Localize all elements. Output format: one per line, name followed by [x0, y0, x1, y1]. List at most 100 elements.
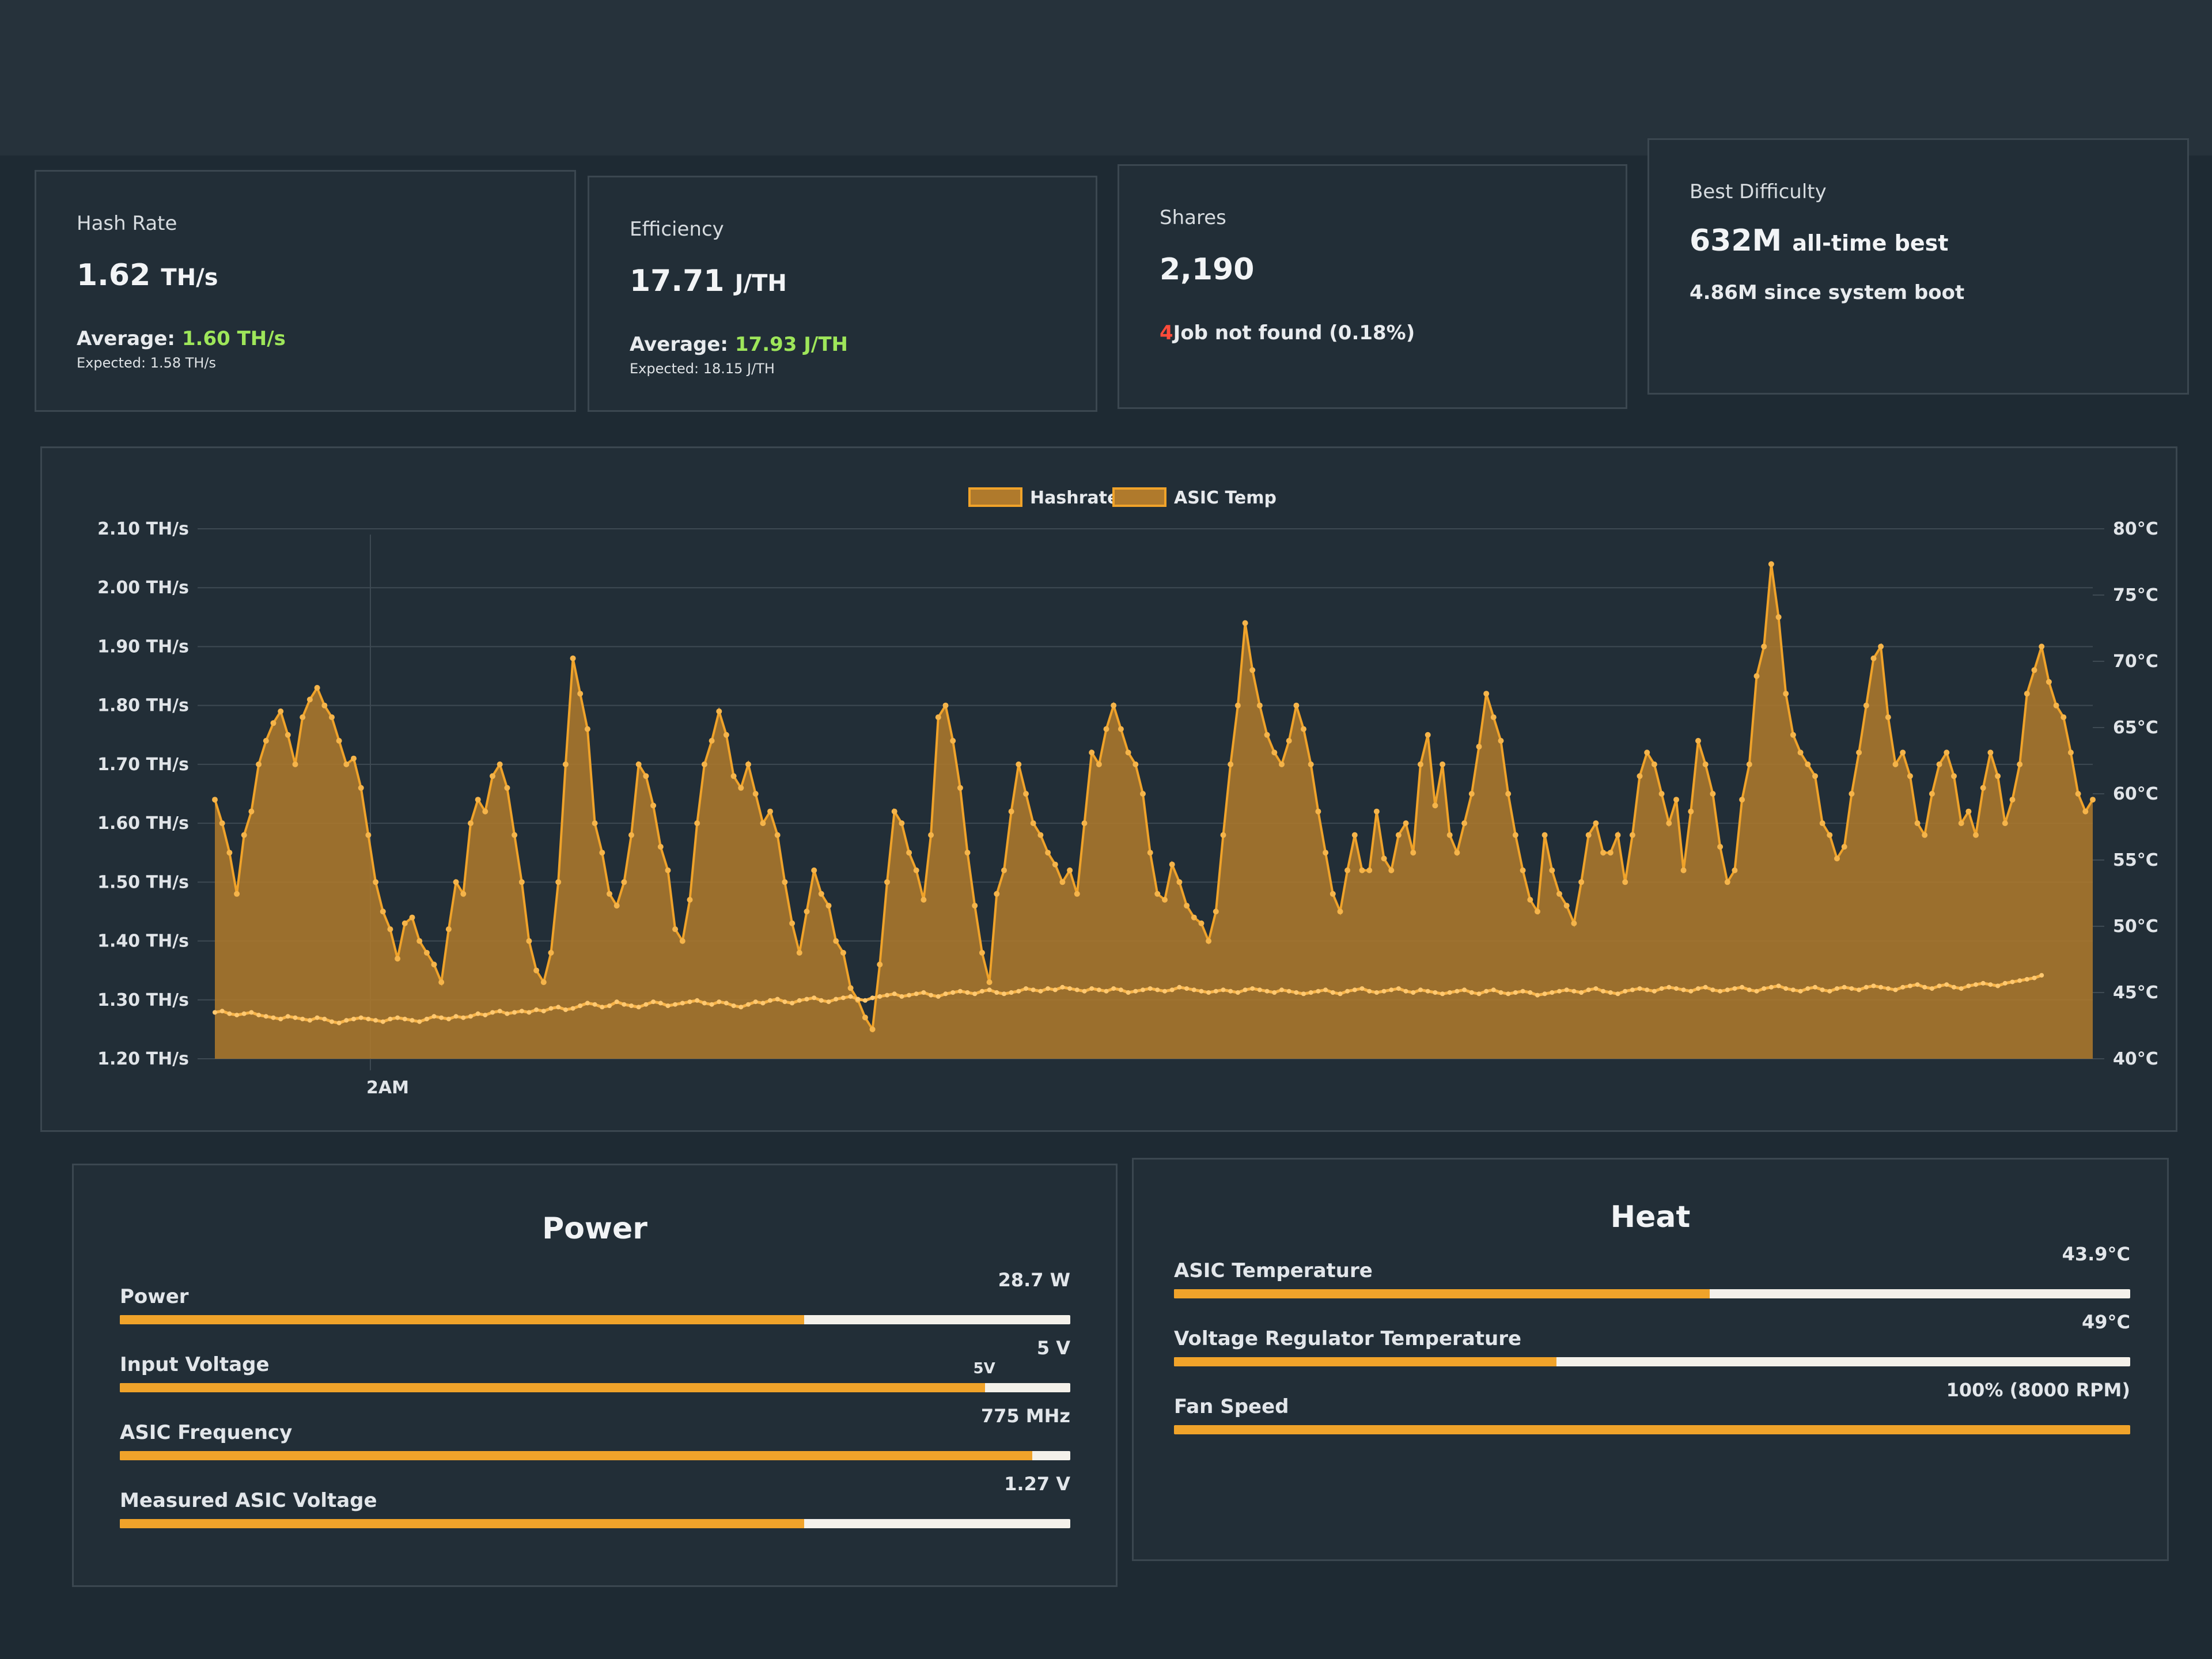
asic-temp-point [673, 1002, 678, 1007]
asic-temp-point [1169, 987, 1175, 993]
hashrate-point [1629, 832, 1635, 838]
hashrate-point [942, 702, 949, 709]
asic-temp-point [395, 1015, 400, 1020]
asic-temp-point [782, 999, 787, 1005]
asic-temp-point [329, 1019, 334, 1024]
efficiency-average: Average: 17.93 J/TH [630, 333, 848, 356]
hashrate-point [292, 761, 298, 767]
asic-temp-point [592, 1002, 597, 1007]
hashrate-point [1753, 673, 1760, 679]
hashrate-point [1944, 749, 1950, 756]
hashrate-point [723, 732, 729, 738]
asic-temp-point [1747, 987, 1752, 993]
hashrate-point [738, 785, 744, 791]
hashrate-point [1841, 844, 1847, 850]
hashrate-point [1132, 761, 1139, 767]
hashrate-point [1863, 702, 1869, 709]
asic-temp-point [1286, 988, 1291, 994]
hashrate-point [1929, 791, 1935, 797]
hashrate-point [877, 961, 883, 968]
asic-temp-point [1506, 991, 1511, 997]
hashrate-point [1242, 620, 1248, 626]
asic-temp-point [1520, 988, 1525, 994]
asic-temp-point [746, 1002, 751, 1007]
asic-temp-point [1301, 991, 1306, 997]
hashrate-point [891, 808, 897, 815]
hashrate-point [2053, 702, 2059, 709]
hashrate-point [1673, 797, 1679, 803]
asic-temp-point [899, 994, 904, 999]
hashrate-point [358, 785, 364, 791]
asic-temp-point [1046, 986, 1051, 991]
asic-temp-point [1403, 988, 1408, 994]
asic-temp-point [1294, 990, 1299, 995]
asic-temp-point [2032, 975, 2037, 980]
hashrate-point [1878, 643, 1884, 650]
hashrate-point [270, 720, 276, 726]
asic-temp-point [278, 1017, 283, 1021]
power-row-bar-fill [120, 1519, 804, 1528]
asic-temp-point [1374, 990, 1379, 995]
hashrate-point [906, 850, 912, 856]
power-panel-title: Power [542, 1211, 647, 1246]
hashrate-point [1717, 844, 1724, 850]
asic-temp-point [2039, 973, 2044, 978]
hashrate-point [241, 832, 247, 838]
hashrate-point [672, 926, 679, 933]
hashrate-point [1256, 702, 1263, 709]
asic-temp-point [1995, 983, 2001, 988]
asic-temp-point [629, 1003, 634, 1008]
hashrate-point [1118, 726, 1124, 732]
y-right-tick-label: 70°C [2113, 652, 2158, 672]
hashrate-point [1622, 879, 1628, 885]
hashrate-point [774, 832, 781, 838]
hashrate-point [1206, 938, 1212, 944]
asic-temp-point [1871, 983, 1876, 988]
asic-temp-point [1243, 987, 1248, 993]
hashrate-point [518, 879, 525, 885]
asic-temp-point [1126, 990, 1131, 995]
hashrate-point [387, 926, 393, 933]
hashrate-point [1907, 773, 1913, 779]
hashrate-point [1695, 738, 1701, 744]
asic-temp-point [1323, 987, 1328, 993]
hashrate-point [1410, 850, 1416, 856]
asic-temp-point [1579, 990, 1584, 995]
hashrate-point [533, 967, 540, 974]
asic-temp-point [1455, 988, 1460, 994]
asic-temp-point [410, 1018, 415, 1023]
asic-temp-point [1754, 988, 1759, 994]
asic-temp-point [1002, 991, 1006, 997]
asic-temp-point [1608, 990, 1613, 995]
asic-temp-point [366, 1017, 371, 1021]
hashrate-point [1103, 726, 1109, 732]
hashrate-point [445, 926, 452, 933]
asic-temp-point [1359, 986, 1365, 991]
asic-temp-point [1681, 987, 1686, 993]
asic-temp-point [213, 1010, 217, 1015]
asic-temp-point [2010, 979, 2015, 984]
asic-temp-point [439, 1015, 444, 1020]
asic-temp-point [1498, 990, 1503, 995]
asic-temp-point [1630, 987, 1635, 993]
hashrate-point [1125, 749, 1131, 756]
asic-temp-point [468, 1014, 473, 1019]
asic-temp-point [373, 1018, 378, 1023]
asic-temp-point [600, 1005, 605, 1010]
hashrate-point [1849, 791, 1855, 797]
hashrate-point [314, 685, 320, 691]
asic-temp-point [812, 995, 817, 1001]
asic-temp-point [907, 993, 912, 998]
asic-temp-point [1440, 991, 1445, 997]
asic-temp-point [1447, 990, 1452, 995]
y-right-tick-label: 60°C [2113, 784, 2158, 804]
hashrate-point [504, 785, 510, 791]
hashrate-point [1264, 732, 1270, 738]
heat-row-bar-fill [1174, 1425, 2130, 1434]
y-left-tick-label: 1.90 TH/s [97, 637, 189, 657]
asic-temp-point [556, 1005, 561, 1010]
asic-temp-point [1783, 986, 1789, 991]
hashrate-point [1490, 714, 1497, 721]
asic-temp-point [519, 1009, 524, 1014]
asic-temp-point [490, 1010, 495, 1015]
